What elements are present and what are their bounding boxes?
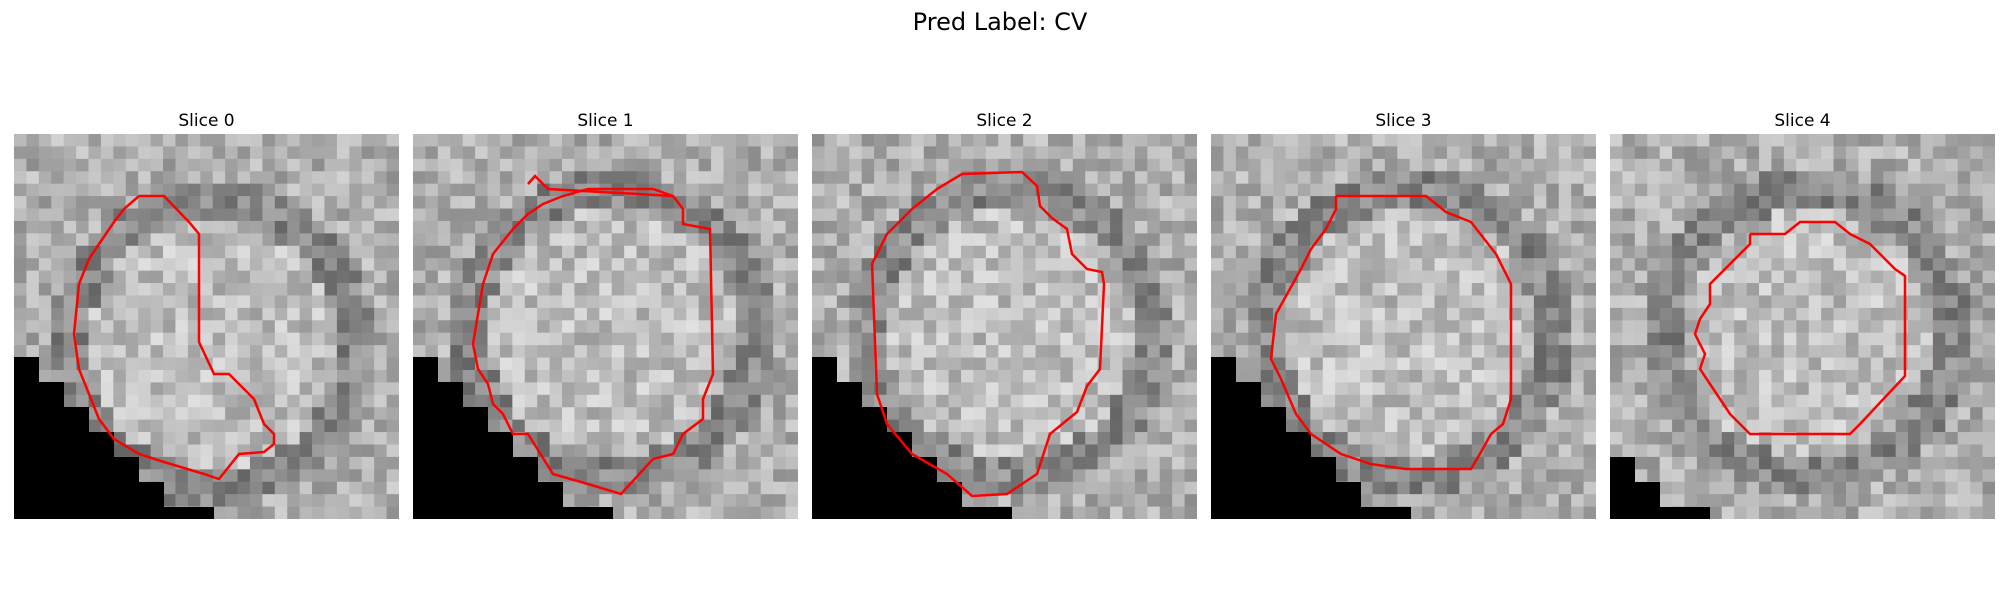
segmentation-contour <box>870 170 1106 498</box>
slice-panel-2: Slice 2 <box>812 110 1197 519</box>
slice-title: Slice 2 <box>976 111 1033 131</box>
slice-panel-3: Slice 3 <box>1211 110 1596 519</box>
slice-panel-0: Slice 0 <box>14 110 399 519</box>
slice-image <box>812 134 1197 519</box>
segmentation-contour <box>1693 220 1907 436</box>
slice-panel-4: Slice 4 <box>1610 110 1995 519</box>
slice-title: Slice 0 <box>178 111 235 131</box>
segmentation-contour <box>1269 194 1513 471</box>
slice-panel-1: Slice 1 <box>413 110 798 519</box>
grayscale-pixels <box>1610 134 1995 519</box>
segmentation-contour <box>72 194 276 481</box>
slice-image <box>1610 134 1995 519</box>
slice-title: Slice 4 <box>1774 111 1831 131</box>
slice-image <box>1211 134 1596 519</box>
black-corner-mask <box>812 357 1012 519</box>
black-corner-mask <box>1211 357 1411 519</box>
black-corner-mask <box>413 357 613 519</box>
slice-title: Slice 3 <box>1375 111 1432 131</box>
slice-title: Slice 1 <box>577 111 634 131</box>
black-corner-mask <box>1610 457 1710 519</box>
slice-image <box>14 134 399 519</box>
slice-image <box>413 134 798 519</box>
grayscale-pixels <box>812 134 1197 519</box>
segmentation-contour <box>471 174 715 496</box>
figure-title: Pred Label: CV <box>912 8 1088 36</box>
